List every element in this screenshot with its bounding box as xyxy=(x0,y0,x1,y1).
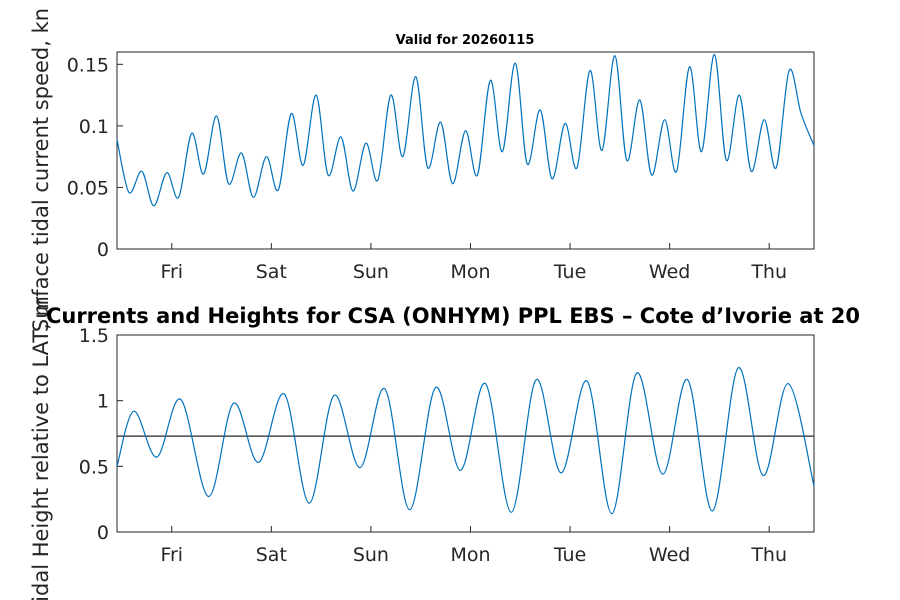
tidal-height-x-tick-label: Sun xyxy=(353,544,389,566)
current-speed-x-tick-label: Mon xyxy=(450,261,490,283)
tidal-height-y-ticks: 0 0.5 1 1.5 xyxy=(79,325,123,544)
current-speed-y-ticks: 0 0.05 0.1 0.15 xyxy=(67,54,123,261)
tidal-height-x-tick-label: Tue xyxy=(553,544,586,566)
current-speed-x-tick-label: Tue xyxy=(553,261,586,283)
tidal-height-y-axis-label: Tidal Height relative to LAT, m xyxy=(29,296,53,600)
tidal-height-y-tick-label: 1 xyxy=(97,391,109,413)
current-speed-x-tick-label: Sun xyxy=(353,261,389,283)
tidal-height-x-tick-label: Mon xyxy=(450,544,490,566)
tidal-height-y-tick-label: 0 xyxy=(97,522,109,544)
tidal-height-line xyxy=(116,367,815,515)
current-speed-y-axis-label: Surface tidal current speed, kn xyxy=(29,8,53,332)
current-speed-y-tick-label: 0.15 xyxy=(67,54,109,76)
tidal-height-x-tick-label: Thu xyxy=(750,544,787,566)
tidal-height-x-tick-label: Fri xyxy=(160,544,183,566)
current-speed-y-tick-label: 0 xyxy=(97,239,109,261)
current-speed-x-tick-label: Thu xyxy=(750,261,787,283)
tidal-height-axes-box xyxy=(116,334,815,533)
current-speed-y-tick-label: 0.05 xyxy=(67,177,109,199)
current-speed-y-tick-label: 0.1 xyxy=(79,116,109,138)
tidal-height-panel: 0 0.5 1 1.5 Fri Sat Sun Mon Tue Wed Thu Tidal Hei… xyxy=(29,296,860,600)
tidal-height-y-tick-label: 0.5 xyxy=(79,456,109,478)
current-speed-x-tick-label: Wed xyxy=(649,261,690,283)
current-speed-axes-box xyxy=(116,51,815,250)
tidal-height-y-tick-label: 1.5 xyxy=(79,325,109,347)
current-speed-line xyxy=(116,53,815,207)
current-speed-x-ticks: Fri Sat Sun Mon Tue Wed Thu xyxy=(160,243,787,283)
main-chart-title: Currents and Heights for CSA (ONHYM) PPL… xyxy=(46,304,860,328)
current-speed-x-tick-label: Sat xyxy=(256,261,287,283)
tidal-height-x-ticks: Fri Sat Sun Mon Tue Wed Thu xyxy=(160,526,787,566)
current-speed-x-tick-label: Fri xyxy=(160,261,183,283)
current-speed-panel: 0 0.05 0.1 0.15 Fri Sat Sun Mon Tue Wed Thu Valid… xyxy=(29,8,815,332)
tidal-height-x-tick-label: Wed xyxy=(649,544,690,566)
current-speed-chart-title: Valid for 20260115 xyxy=(396,33,535,48)
tidal-height-x-tick-label: Sat xyxy=(256,544,287,566)
